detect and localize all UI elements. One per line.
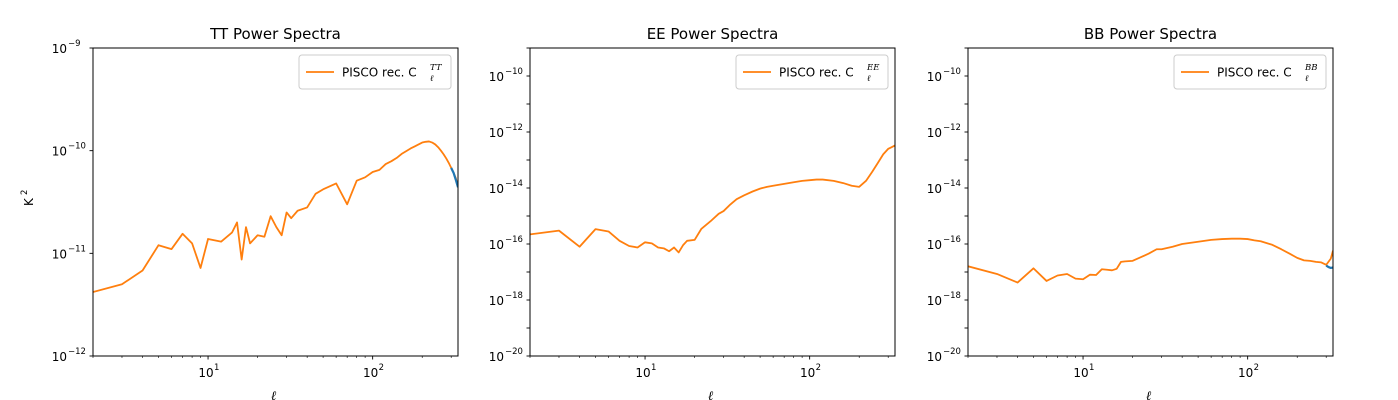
chart-title: TT Power Spectra	[209, 25, 341, 43]
x-tick-exponent: 2	[379, 363, 384, 373]
y-tick-exponent: −12	[505, 123, 523, 133]
y-tick-label: 10	[927, 70, 942, 84]
x-tick-label: 10	[1238, 366, 1253, 380]
legend: PISCO rec. C BBℓ	[1173, 54, 1327, 90]
y-tick-label: 10	[927, 350, 942, 364]
y-tick-exponent: −12	[943, 123, 961, 133]
y-tick-exponent: −10	[943, 67, 961, 77]
legend-superscript: TT	[430, 63, 443, 73]
y-tick-label: 10	[489, 182, 504, 196]
y-tick-label: 10	[489, 294, 504, 308]
y-tick-exponent: −18	[943, 291, 961, 301]
x-tick-exponent: 1	[1089, 363, 1094, 373]
axes-frame	[529, 47, 896, 357]
y-tick-label: 10	[927, 238, 942, 252]
legend: PISCO rec. C TTℓ	[298, 54, 452, 90]
axes-frame	[92, 47, 459, 357]
y-axis-label: K2	[20, 190, 36, 206]
legend-label: PISCO rec. C	[1217, 66, 1292, 80]
series-line-reference	[1325, 264, 1333, 270]
x-axis-label: ℓ	[271, 389, 277, 400]
y-tick-label: 10	[489, 238, 504, 252]
chart-title: EE Power Spectra	[647, 25, 779, 43]
y-tick-label: 10	[52, 145, 67, 159]
x-tick-exponent: 2	[1254, 363, 1259, 373]
y-tick-exponent: −12	[68, 347, 86, 357]
chart-title: BB Power Spectra	[1084, 25, 1217, 43]
series-line-reference	[450, 167, 458, 188]
legend: PISCO rec. C EEℓ	[735, 54, 889, 90]
y-tick-exponent: −18	[505, 291, 523, 301]
svg-text:K: K	[22, 197, 36, 206]
series-line-pisco-rec	[530, 144, 895, 254]
x-tick-label: 10	[363, 366, 378, 380]
series-line-pisco-rec	[968, 237, 1333, 284]
y-tick-label: 10	[927, 126, 942, 140]
y-tick-label: 10	[927, 182, 942, 196]
y-tick-label: 10	[927, 294, 942, 308]
y-tick-exponent: −16	[505, 235, 523, 245]
y-tick-label: 10	[489, 70, 504, 84]
y-tick-exponent: −14	[505, 179, 523, 189]
legend-subscript: ℓ	[430, 74, 434, 84]
y-tick-label: 10	[489, 126, 504, 140]
x-tick-label: 10	[1073, 366, 1088, 380]
y-tick-label: 10	[52, 350, 67, 364]
y-tick-exponent: −10	[68, 142, 86, 152]
x-axis-label: ℓ	[708, 389, 714, 400]
y-tick-exponent: −11	[68, 244, 86, 254]
legend-box	[735, 54, 889, 90]
x-tick-label: 10	[635, 366, 650, 380]
y-tick-label: 10	[489, 350, 504, 364]
svg-text:2: 2	[20, 190, 30, 195]
y-tick-exponent: −20	[943, 347, 961, 357]
x-tick-label: 10	[198, 366, 213, 380]
y-tick-exponent: −20	[505, 347, 523, 357]
legend-box	[1173, 54, 1327, 90]
legend-label: PISCO rec. C	[342, 66, 417, 80]
y-tick-exponent: −10	[505, 67, 523, 77]
x-tick-label: 10	[800, 366, 815, 380]
legend-box	[298, 54, 452, 90]
y-tick-exponent: −16	[943, 235, 961, 245]
y-tick-exponent: −9	[68, 39, 81, 49]
series-line-pisco-rec	[93, 140, 458, 293]
legend-superscript: BB	[1304, 63, 1318, 73]
axes-frame	[967, 47, 1334, 357]
x-tick-exponent: 1	[651, 363, 656, 373]
legend-superscript: EE	[866, 63, 880, 73]
legend-subscript: ℓ	[867, 74, 871, 84]
x-axis-label: ℓ	[1146, 389, 1152, 400]
legend-label: PISCO rec. C	[779, 66, 854, 80]
y-tick-exponent: −14	[943, 179, 961, 189]
y-tick-label: 10	[52, 42, 67, 56]
x-tick-exponent: 2	[816, 363, 821, 373]
y-tick-label: 10	[52, 247, 67, 261]
legend-subscript: ℓ	[1305, 74, 1309, 84]
x-tick-exponent: 1	[214, 363, 219, 373]
